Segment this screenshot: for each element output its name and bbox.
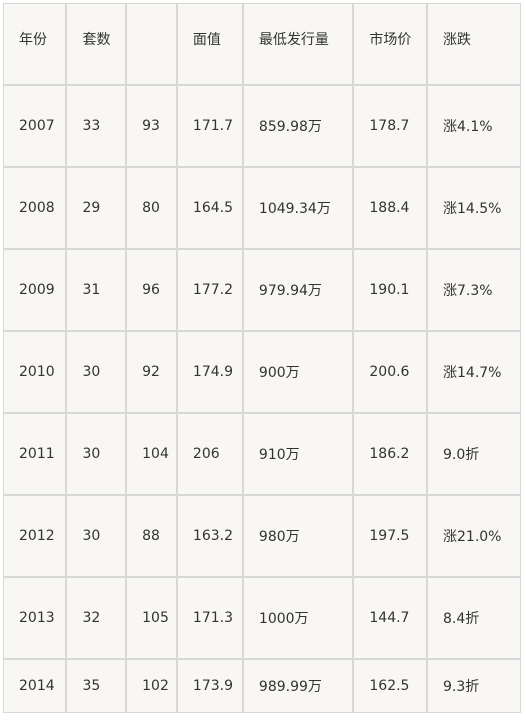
cell-set-count: 31 [66, 249, 127, 331]
cell-min-issue-volume: 979.94万 [242, 249, 354, 331]
cell-count: 88 [126, 495, 177, 577]
cell-set-count: 30 [66, 495, 127, 577]
cell-count: 92 [126, 331, 177, 413]
table-row: 2013 32 105 171.3 1000万 144.7 8.4折 [3, 577, 521, 659]
table-header-row: 年份 套数 面值 最低发行量 市场价 涨跌 [3, 3, 521, 85]
cell-count: 96 [126, 249, 177, 331]
header-year: 年份 [3, 3, 67, 85]
header-set-count: 套数 [66, 3, 127, 85]
header-face-value: 面值 [176, 3, 243, 85]
table-row: 2012 30 88 163.2 980万 197.5 涨21.0% [3, 495, 521, 577]
cell-count: 102 [126, 659, 177, 713]
cell-count: 93 [126, 85, 177, 167]
cell-count: 105 [126, 577, 177, 659]
table-row: 2008 29 80 164.5 1049.34万 188.4 涨14.5% [3, 167, 521, 249]
stamp-issue-table: 年份 套数 面值 最低发行量 市场价 涨跌 2007 33 93 171.7 8… [3, 3, 521, 713]
header-change: 涨跌 [427, 3, 521, 85]
cell-set-count: 33 [66, 85, 127, 167]
cell-face-value: 173.9 [176, 659, 243, 713]
header-min-issue-volume: 最低发行量 [242, 3, 354, 85]
cell-set-count: 32 [66, 577, 127, 659]
cell-min-issue-volume: 1000万 [242, 577, 354, 659]
cell-change: 涨14.5% [427, 167, 521, 249]
cell-min-issue-volume: 980万 [242, 495, 354, 577]
cell-change: 9.3折 [427, 659, 521, 713]
cell-face-value: 174.9 [176, 331, 243, 413]
cell-market-price: 190.1 [353, 249, 427, 331]
cell-set-count: 30 [66, 331, 127, 413]
cell-set-count: 30 [66, 413, 127, 495]
cell-set-count: 29 [66, 167, 127, 249]
cell-change: 涨4.1% [427, 85, 521, 167]
cell-year: 2009 [3, 249, 67, 331]
table-row: 2009 31 96 177.2 979.94万 190.1 涨7.3% [3, 249, 521, 331]
cell-year: 2010 [3, 331, 67, 413]
cell-set-count: 35 [66, 659, 127, 713]
cell-face-value: 206 [176, 413, 243, 495]
cell-year: 2013 [3, 577, 67, 659]
table-row: 2010 30 92 174.9 900万 200.6 涨14.7% [3, 331, 521, 413]
cell-year: 2008 [3, 167, 67, 249]
cell-face-value: 177.2 [176, 249, 243, 331]
cell-market-price: 162.5 [353, 659, 427, 713]
cell-min-issue-volume: 900万 [242, 331, 354, 413]
cell-face-value: 163.2 [176, 495, 243, 577]
cell-change: 涨21.0% [427, 495, 521, 577]
table-row: 2014 35 102 173.9 989.99万 162.5 9.3折 [3, 659, 521, 713]
cell-min-issue-volume: 859.98万 [242, 85, 354, 167]
cell-face-value: 164.5 [176, 167, 243, 249]
cell-change: 8.4折 [427, 577, 521, 659]
cell-min-issue-volume: 910万 [242, 413, 354, 495]
cell-change: 涨14.7% [427, 331, 521, 413]
cell-change: 9.0折 [427, 413, 521, 495]
cell-face-value: 171.7 [176, 85, 243, 167]
cell-count: 104 [126, 413, 177, 495]
header-unnamed [126, 3, 177, 85]
cell-min-issue-volume: 989.99万 [242, 659, 354, 713]
cell-market-price: 178.7 [353, 85, 427, 167]
cell-face-value: 171.3 [176, 577, 243, 659]
cell-market-price: 200.6 [353, 331, 427, 413]
table-row: 2007 33 93 171.7 859.98万 178.7 涨4.1% [3, 85, 521, 167]
cell-year: 2007 [3, 85, 67, 167]
cell-min-issue-volume: 1049.34万 [242, 167, 354, 249]
cell-year: 2012 [3, 495, 67, 577]
cell-market-price: 186.2 [353, 413, 427, 495]
cell-market-price: 144.7 [353, 577, 427, 659]
table-row: 2011 30 104 206 910万 186.2 9.0折 [3, 413, 521, 495]
cell-market-price: 197.5 [353, 495, 427, 577]
cell-year: 2014 [3, 659, 67, 713]
header-market-price: 市场价 [353, 3, 427, 85]
cell-year: 2011 [3, 413, 67, 495]
cell-market-price: 188.4 [353, 167, 427, 249]
stamp-issue-table-container: 年份 套数 面值 最低发行量 市场价 涨跌 2007 33 93 171.7 8… [3, 3, 521, 713]
cell-count: 80 [126, 167, 177, 249]
cell-change: 涨7.3% [427, 249, 521, 331]
